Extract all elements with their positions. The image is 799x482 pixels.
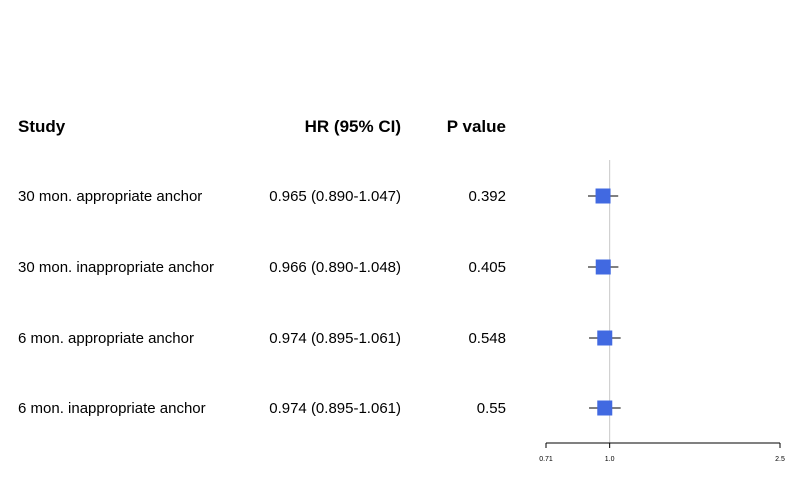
hr-ci-text: 0.974 (0.895-1.061) — [269, 330, 401, 347]
x-tick-label: 2.5 — [775, 456, 785, 463]
p-value: 0.55 — [476, 400, 506, 417]
study-label: 6 mon. appropriate anchor — [18, 330, 194, 347]
header-p-value: P value — [446, 117, 506, 136]
p-value: 0.405 — [468, 259, 506, 276]
header-study: Study — [18, 117, 66, 136]
hr-box — [597, 400, 613, 416]
study-label: 6 mon. inappropriate anchor — [18, 400, 206, 417]
p-value: 0.392 — [468, 188, 506, 205]
hr-box — [595, 188, 611, 204]
hr-ci-text: 0.965 (0.890-1.047) — [269, 188, 401, 205]
hr-ci-text: 0.966 (0.890-1.048) — [269, 259, 401, 276]
header-hr: HR (95% CI) — [304, 117, 401, 136]
p-value: 0.548 — [468, 330, 506, 347]
x-tick-label: 1.0 — [605, 456, 615, 463]
x-tick-label: 0.71 — [539, 456, 553, 463]
hr-box — [595, 259, 611, 275]
hr-ci-text: 0.974 (0.895-1.061) — [269, 400, 401, 417]
study-label: 30 mon. inappropriate anchor — [18, 259, 214, 276]
study-label: 30 mon. appropriate anchor — [18, 188, 203, 205]
hr-box — [597, 330, 613, 346]
